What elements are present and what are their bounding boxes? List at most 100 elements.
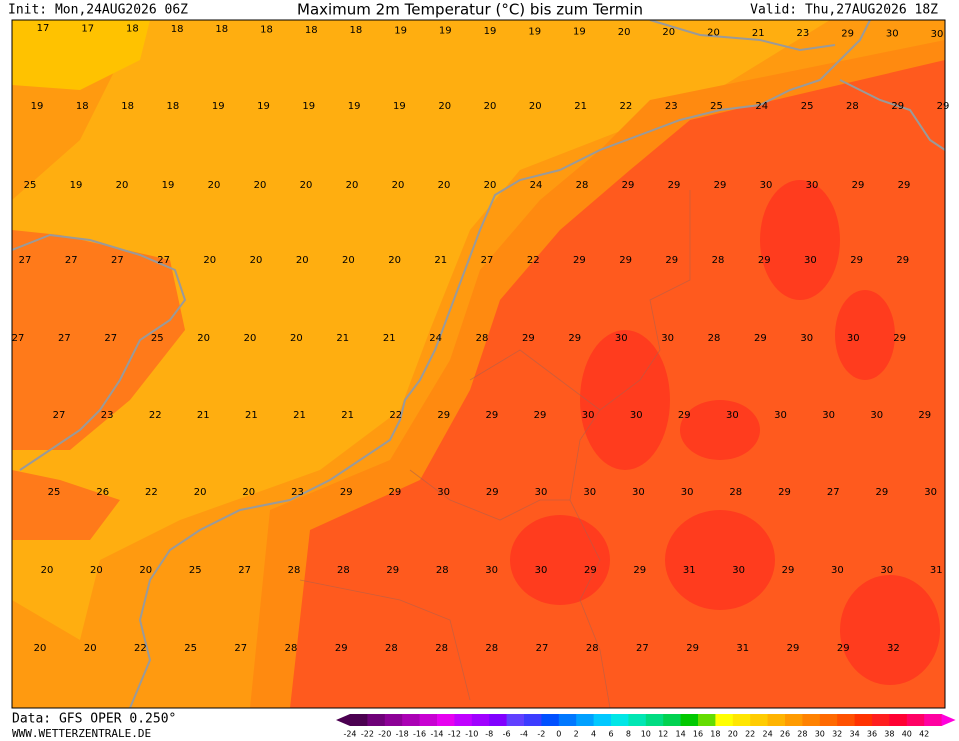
temperature-value: 19 (484, 26, 497, 37)
temperature-value: 25 (189, 565, 202, 576)
temperature-value: 29 (937, 101, 950, 112)
colorbar-label: -16 (413, 730, 426, 739)
temperature-value: 19 (394, 25, 407, 36)
colorbar-label: 32 (832, 730, 842, 739)
temperature-value: 29 (787, 643, 800, 654)
temperature-value: 29 (896, 255, 909, 266)
temperature-value: 29 (619, 255, 632, 266)
colorbar-swatch (698, 714, 716, 726)
hot-spot (835, 290, 895, 380)
temperature-value: 20 (90, 565, 103, 576)
temperature-value: 26 (96, 487, 109, 498)
temperature-value: 30 (931, 29, 944, 40)
colorbar-end (941, 714, 956, 726)
border (569, 190, 691, 708)
temperature-value: 18 (305, 25, 318, 36)
temperature-value: 30 (804, 255, 817, 266)
temperature-value: 28 (729, 487, 742, 498)
colorbar-swatch (611, 714, 629, 726)
temperature-value: 18 (126, 24, 139, 35)
temperature-value: 31 (736, 643, 749, 654)
colorbar-swatch (837, 714, 856, 726)
temperature-value: 24 (429, 333, 442, 344)
temperature-value: 29 (714, 180, 727, 191)
colorbar-label: 8 (626, 730, 631, 739)
colorbar-end (336, 714, 350, 726)
colorbar-swatch (454, 714, 473, 726)
colorbar-label: 2 (574, 730, 579, 739)
temperature-value: 29 (782, 565, 795, 576)
temperature-value: 20 (244, 333, 257, 344)
temperature-value: 29 (340, 487, 353, 498)
temperature-value: 20 (438, 180, 451, 191)
colorbar-swatch (924, 714, 943, 726)
temperature-value: 28 (708, 333, 721, 344)
sea-region (12, 20, 830, 640)
temperature-value: 28 (337, 565, 350, 576)
colorbar-label: 20 (728, 730, 738, 739)
temperature-value: 27 (157, 255, 170, 266)
temperature-value: 21 (752, 28, 765, 39)
colorbar-swatch (785, 714, 803, 726)
temperature-value: 20 (290, 333, 303, 344)
colorbar-swatch (715, 714, 734, 726)
colorbar-swatch (558, 714, 577, 726)
temperature-value: 24 (530, 180, 543, 191)
temperature-value: 27 (636, 643, 649, 654)
temperature-value: 29 (534, 410, 547, 421)
colorbar-label: 28 (797, 730, 807, 739)
colorbar-swatch (645, 714, 664, 726)
hot-spot (510, 515, 610, 605)
map-area (12, 20, 945, 708)
temperature-value: 30 (535, 487, 548, 498)
temperature-value: 30 (726, 410, 739, 421)
colorbar-swatch (437, 714, 455, 726)
temperature-value: 28 (712, 255, 725, 266)
colorbar-label: 22 (745, 730, 755, 739)
colorbar-swatch (471, 714, 490, 726)
temperature-value: 27 (111, 255, 124, 266)
colorbar-label: -18 (396, 730, 409, 739)
temperature-value: 30 (661, 333, 674, 344)
colorbar-swatch (750, 714, 769, 726)
colorbar-swatch (541, 714, 560, 726)
temperature-value: 19 (348, 101, 361, 112)
colorbar-swatch (732, 714, 751, 726)
temperature-value: 20 (242, 487, 255, 498)
temperature-value: 20 (662, 27, 675, 38)
temperature-value: 27 (481, 255, 494, 266)
temperature-value: 27 (65, 255, 78, 266)
valid-time: Valid: Thu,27AUG2026 18Z (750, 3, 938, 18)
temperature-value: 27 (12, 333, 25, 344)
temperature-value: 20 (208, 180, 221, 191)
warm-land (12, 470, 120, 540)
temperature-value: 29 (389, 487, 402, 498)
temperature-value: 20 (250, 255, 263, 266)
colorbar-swatch (419, 714, 438, 726)
temperature-value: 30 (535, 565, 548, 576)
temperature-value: 22 (527, 255, 540, 266)
temperature-value: 22 (389, 410, 402, 421)
temperature-value: 18 (167, 101, 180, 112)
temperature-value: 29 (633, 565, 646, 576)
coastline (12, 233, 187, 471)
colorbar-swatch (767, 714, 786, 726)
colorbar-label: 6 (608, 730, 613, 739)
temperature-value: 29 (891, 101, 904, 112)
temperature-value: 29 (486, 487, 499, 498)
temperature-value: 25 (801, 101, 814, 112)
temperature-value: 19 (302, 101, 315, 112)
temperature-value: 30 (822, 410, 835, 421)
colorbar-label: -10 (465, 730, 478, 739)
colorbar-swatch (628, 714, 647, 726)
coastline (129, 169, 561, 708)
temperature-value: 18 (215, 24, 228, 35)
colorbar-swatch (506, 714, 525, 726)
temperature-value: 30 (582, 410, 595, 421)
temperature-value: 30 (630, 410, 643, 421)
border (469, 349, 601, 411)
colorbar-label: 40 (902, 730, 912, 739)
temperature-value: 21 (197, 410, 210, 421)
colorbar-label: 0 (556, 730, 561, 739)
